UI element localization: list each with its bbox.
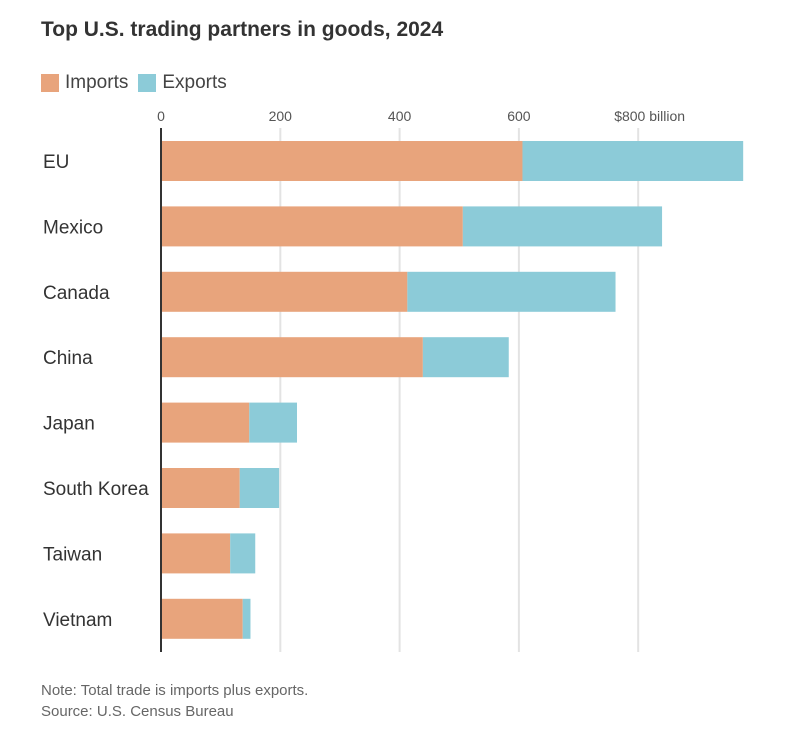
legend-item-exports: Exports — [138, 72, 227, 94]
footnote-source: Source: U.S. Census Bureau — [41, 703, 234, 720]
legend: Imports Exports — [41, 72, 237, 94]
category-label: Japan — [43, 414, 95, 435]
x-tick-label: 400 — [388, 108, 412, 124]
bar-imports — [161, 271, 408, 312]
bar-exports — [522, 141, 744, 181]
legend-label-imports: Imports — [65, 72, 129, 93]
legend-item-imports: Imports — [41, 72, 128, 94]
bar-exports — [407, 271, 616, 312]
x-tick-label: 200 — [269, 108, 293, 124]
category-label: Canada — [43, 283, 110, 304]
bar-exports — [462, 206, 663, 247]
legend-label-exports: Exports — [162, 72, 227, 93]
category-label: Vietnam — [43, 610, 112, 631]
bar-exports — [422, 337, 509, 378]
category-label: Mexico — [43, 217, 103, 238]
bar-exports — [230, 533, 256, 574]
bar-exports — [239, 468, 280, 508]
category-label: China — [43, 348, 93, 369]
bar-exports — [242, 598, 251, 639]
bar-imports — [161, 402, 250, 443]
category-label: South Korea — [43, 479, 149, 500]
x-tick-label: 600 — [507, 108, 531, 124]
bar-exports — [249, 402, 298, 443]
category-label: EU — [43, 152, 69, 173]
footnote-note: Note: Total trade is imports plus export… — [41, 682, 309, 699]
chart-title: Top U.S. trading partners in goods, 2024 — [41, 18, 444, 41]
footnote: Note: Total trade is imports plus export… — [41, 680, 308, 722]
bar-imports — [161, 141, 523, 181]
bar-imports — [161, 468, 240, 508]
legend-swatch-imports — [41, 74, 59, 92]
legend-swatch-exports — [138, 74, 157, 92]
x-tick-label: $800 billion — [614, 108, 685, 124]
bar-imports — [161, 206, 463, 247]
bar-imports — [161, 598, 243, 639]
bar-imports — [161, 337, 423, 378]
category-label: Taiwan — [43, 544, 102, 565]
bar-imports — [161, 533, 231, 574]
x-tick-label: 0 — [157, 108, 165, 124]
